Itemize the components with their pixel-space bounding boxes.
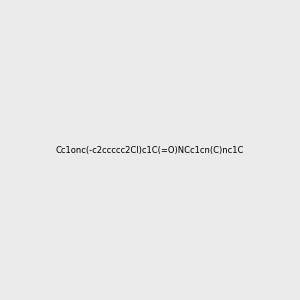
Text: Cc1onc(-c2ccccc2Cl)c1C(=O)NCc1cn(C)nc1C: Cc1onc(-c2ccccc2Cl)c1C(=O)NCc1cn(C)nc1C [56, 146, 244, 154]
